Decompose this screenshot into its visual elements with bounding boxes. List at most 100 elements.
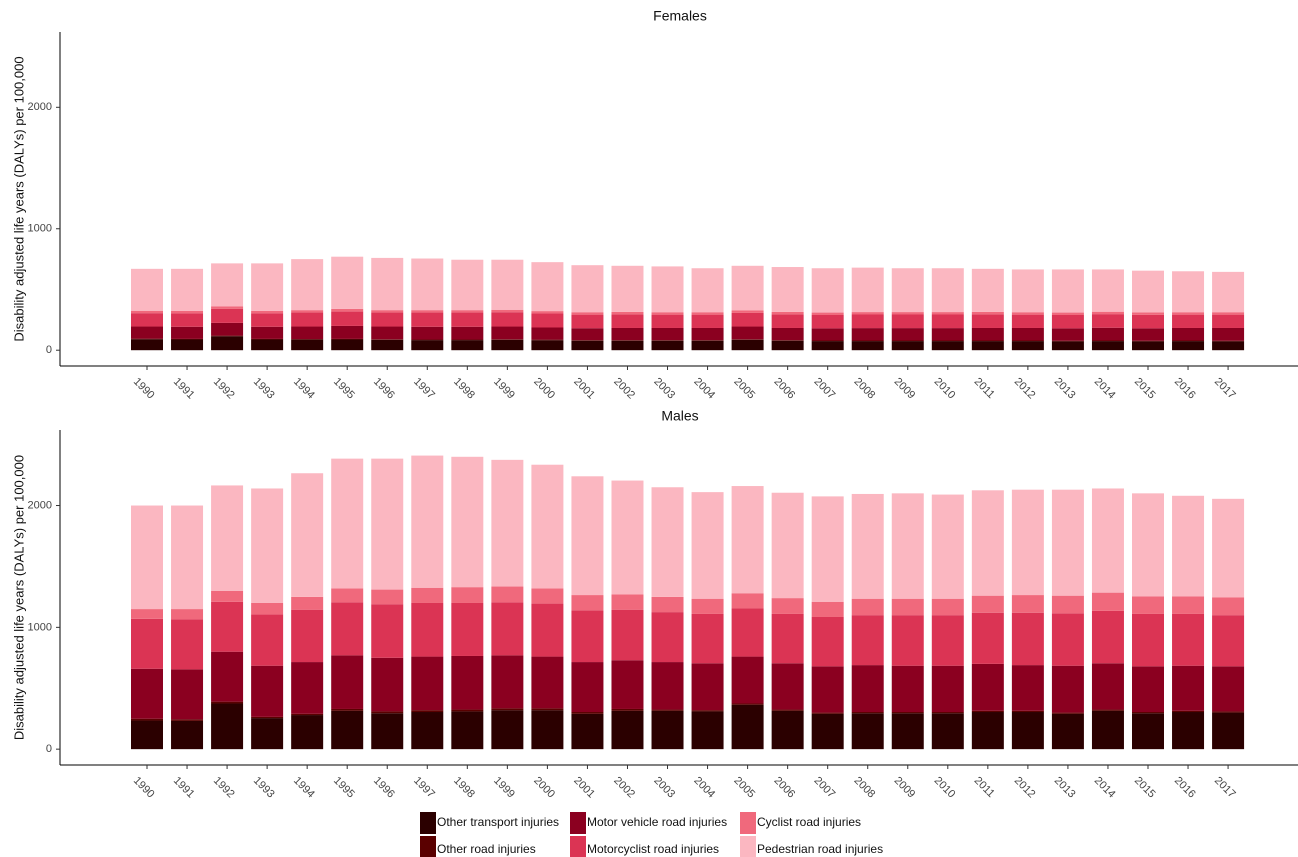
bar-segment xyxy=(811,712,844,714)
bar-segment xyxy=(571,312,604,315)
bar-segment xyxy=(771,267,804,312)
y-axis-label: Disability adjusted life years (DALYs) p… xyxy=(11,455,26,740)
bar-segment xyxy=(571,476,604,596)
bar-segment xyxy=(531,339,564,341)
bar-segment xyxy=(251,716,284,719)
bar-segment xyxy=(1091,341,1124,351)
bar-segment xyxy=(371,657,404,712)
bar-segment xyxy=(811,314,844,329)
bar-segment xyxy=(891,493,924,599)
x-tick-label: 2014 xyxy=(1092,376,1118,402)
bar-segment xyxy=(931,312,964,315)
bar-segment xyxy=(1172,596,1205,614)
bar-segment xyxy=(731,704,764,750)
bar-segment xyxy=(811,601,844,617)
bar-segment xyxy=(491,326,524,340)
bar-segment xyxy=(971,314,1004,328)
bar-segment xyxy=(651,340,684,341)
x-tick-label: 1995 xyxy=(331,775,357,801)
bar-segment xyxy=(771,340,804,341)
bar-segment xyxy=(131,668,163,719)
bar-segment xyxy=(1172,341,1205,351)
bar-segment xyxy=(811,341,844,351)
bar-segment xyxy=(451,709,484,712)
x-tick-label: 2010 xyxy=(932,376,958,402)
bar-segment xyxy=(611,265,644,312)
bar-segment xyxy=(291,312,324,327)
bar-segment xyxy=(931,314,964,329)
x-tick-label: 1996 xyxy=(371,775,397,801)
bar-segment xyxy=(131,618,163,669)
bar-segment xyxy=(1132,340,1164,342)
bar-segment xyxy=(1011,712,1044,750)
bar-segment xyxy=(1172,495,1205,597)
chart-title: Males xyxy=(661,408,698,424)
y-tick-label: 1000 xyxy=(28,621,52,633)
bar-segment xyxy=(211,308,244,323)
x-tick-label: 2013 xyxy=(1052,775,1078,801)
x-tick-label: 2002 xyxy=(611,376,637,402)
x-tick-label: 2012 xyxy=(1012,775,1038,801)
bar-segment xyxy=(651,266,684,313)
x-tick-label: 1993 xyxy=(251,376,277,402)
bar-segment xyxy=(1212,711,1245,713)
bar-segment xyxy=(731,608,764,657)
bar-segment xyxy=(1212,341,1245,351)
bar-segment xyxy=(411,339,444,341)
bar-segment xyxy=(331,256,364,309)
legend-key xyxy=(740,812,756,834)
x-tick-label: 2003 xyxy=(651,376,677,402)
bar-segment xyxy=(811,268,844,313)
bar-segment xyxy=(1091,592,1124,611)
bar-segment xyxy=(331,588,364,603)
x-tick-label: 1998 xyxy=(451,775,477,801)
x-tick-label: 2008 xyxy=(852,376,878,402)
bar-segment xyxy=(971,710,1004,713)
bar-segment xyxy=(491,708,524,711)
y-tick-label: 0 xyxy=(46,743,52,755)
bar-segment xyxy=(291,310,324,313)
bar-segment xyxy=(1011,340,1044,342)
bar-segment xyxy=(1011,595,1044,613)
bar-segment xyxy=(971,340,1004,342)
bar-segment xyxy=(691,340,724,341)
bar-segment xyxy=(1212,314,1245,328)
bar-segment xyxy=(571,328,604,341)
bar-segment xyxy=(571,595,604,611)
bar-segment xyxy=(491,309,524,313)
bar-segment xyxy=(1011,665,1044,711)
x-tick-label: 2015 xyxy=(1132,775,1158,801)
bar-segment xyxy=(611,327,644,341)
bar-segment xyxy=(1132,314,1164,329)
bar-segment xyxy=(411,455,444,588)
bar-segment xyxy=(651,709,684,711)
x-tick-label: 2004 xyxy=(691,775,717,801)
bar-segment xyxy=(411,312,444,327)
bar-segment xyxy=(1091,311,1124,315)
bar-segment xyxy=(1132,713,1164,750)
bar-segment xyxy=(851,340,884,342)
bar-segment xyxy=(971,712,1004,750)
bar-segment xyxy=(451,456,484,588)
bar-segment xyxy=(451,312,484,327)
bar-segment xyxy=(211,263,244,307)
bar-segment xyxy=(251,313,284,327)
bar-segment xyxy=(611,480,644,595)
bar-segment xyxy=(1172,710,1205,713)
x-tick-label: 1992 xyxy=(211,775,237,801)
bar-segment xyxy=(171,310,204,314)
bar-segment xyxy=(851,665,884,713)
bar-segment xyxy=(891,341,924,351)
bar-segment xyxy=(371,339,404,340)
bar-segment xyxy=(731,312,764,327)
bar-segment xyxy=(1132,328,1164,341)
bar-segment xyxy=(1132,666,1164,713)
bar-segment xyxy=(171,339,204,351)
bar-segment xyxy=(331,311,364,326)
legend-key xyxy=(420,812,436,834)
bar-segment xyxy=(411,602,444,657)
legend-label: Motorcyclist road injuries xyxy=(587,842,719,856)
x-tick-label: 1997 xyxy=(411,775,437,801)
bar-segment xyxy=(331,308,364,312)
